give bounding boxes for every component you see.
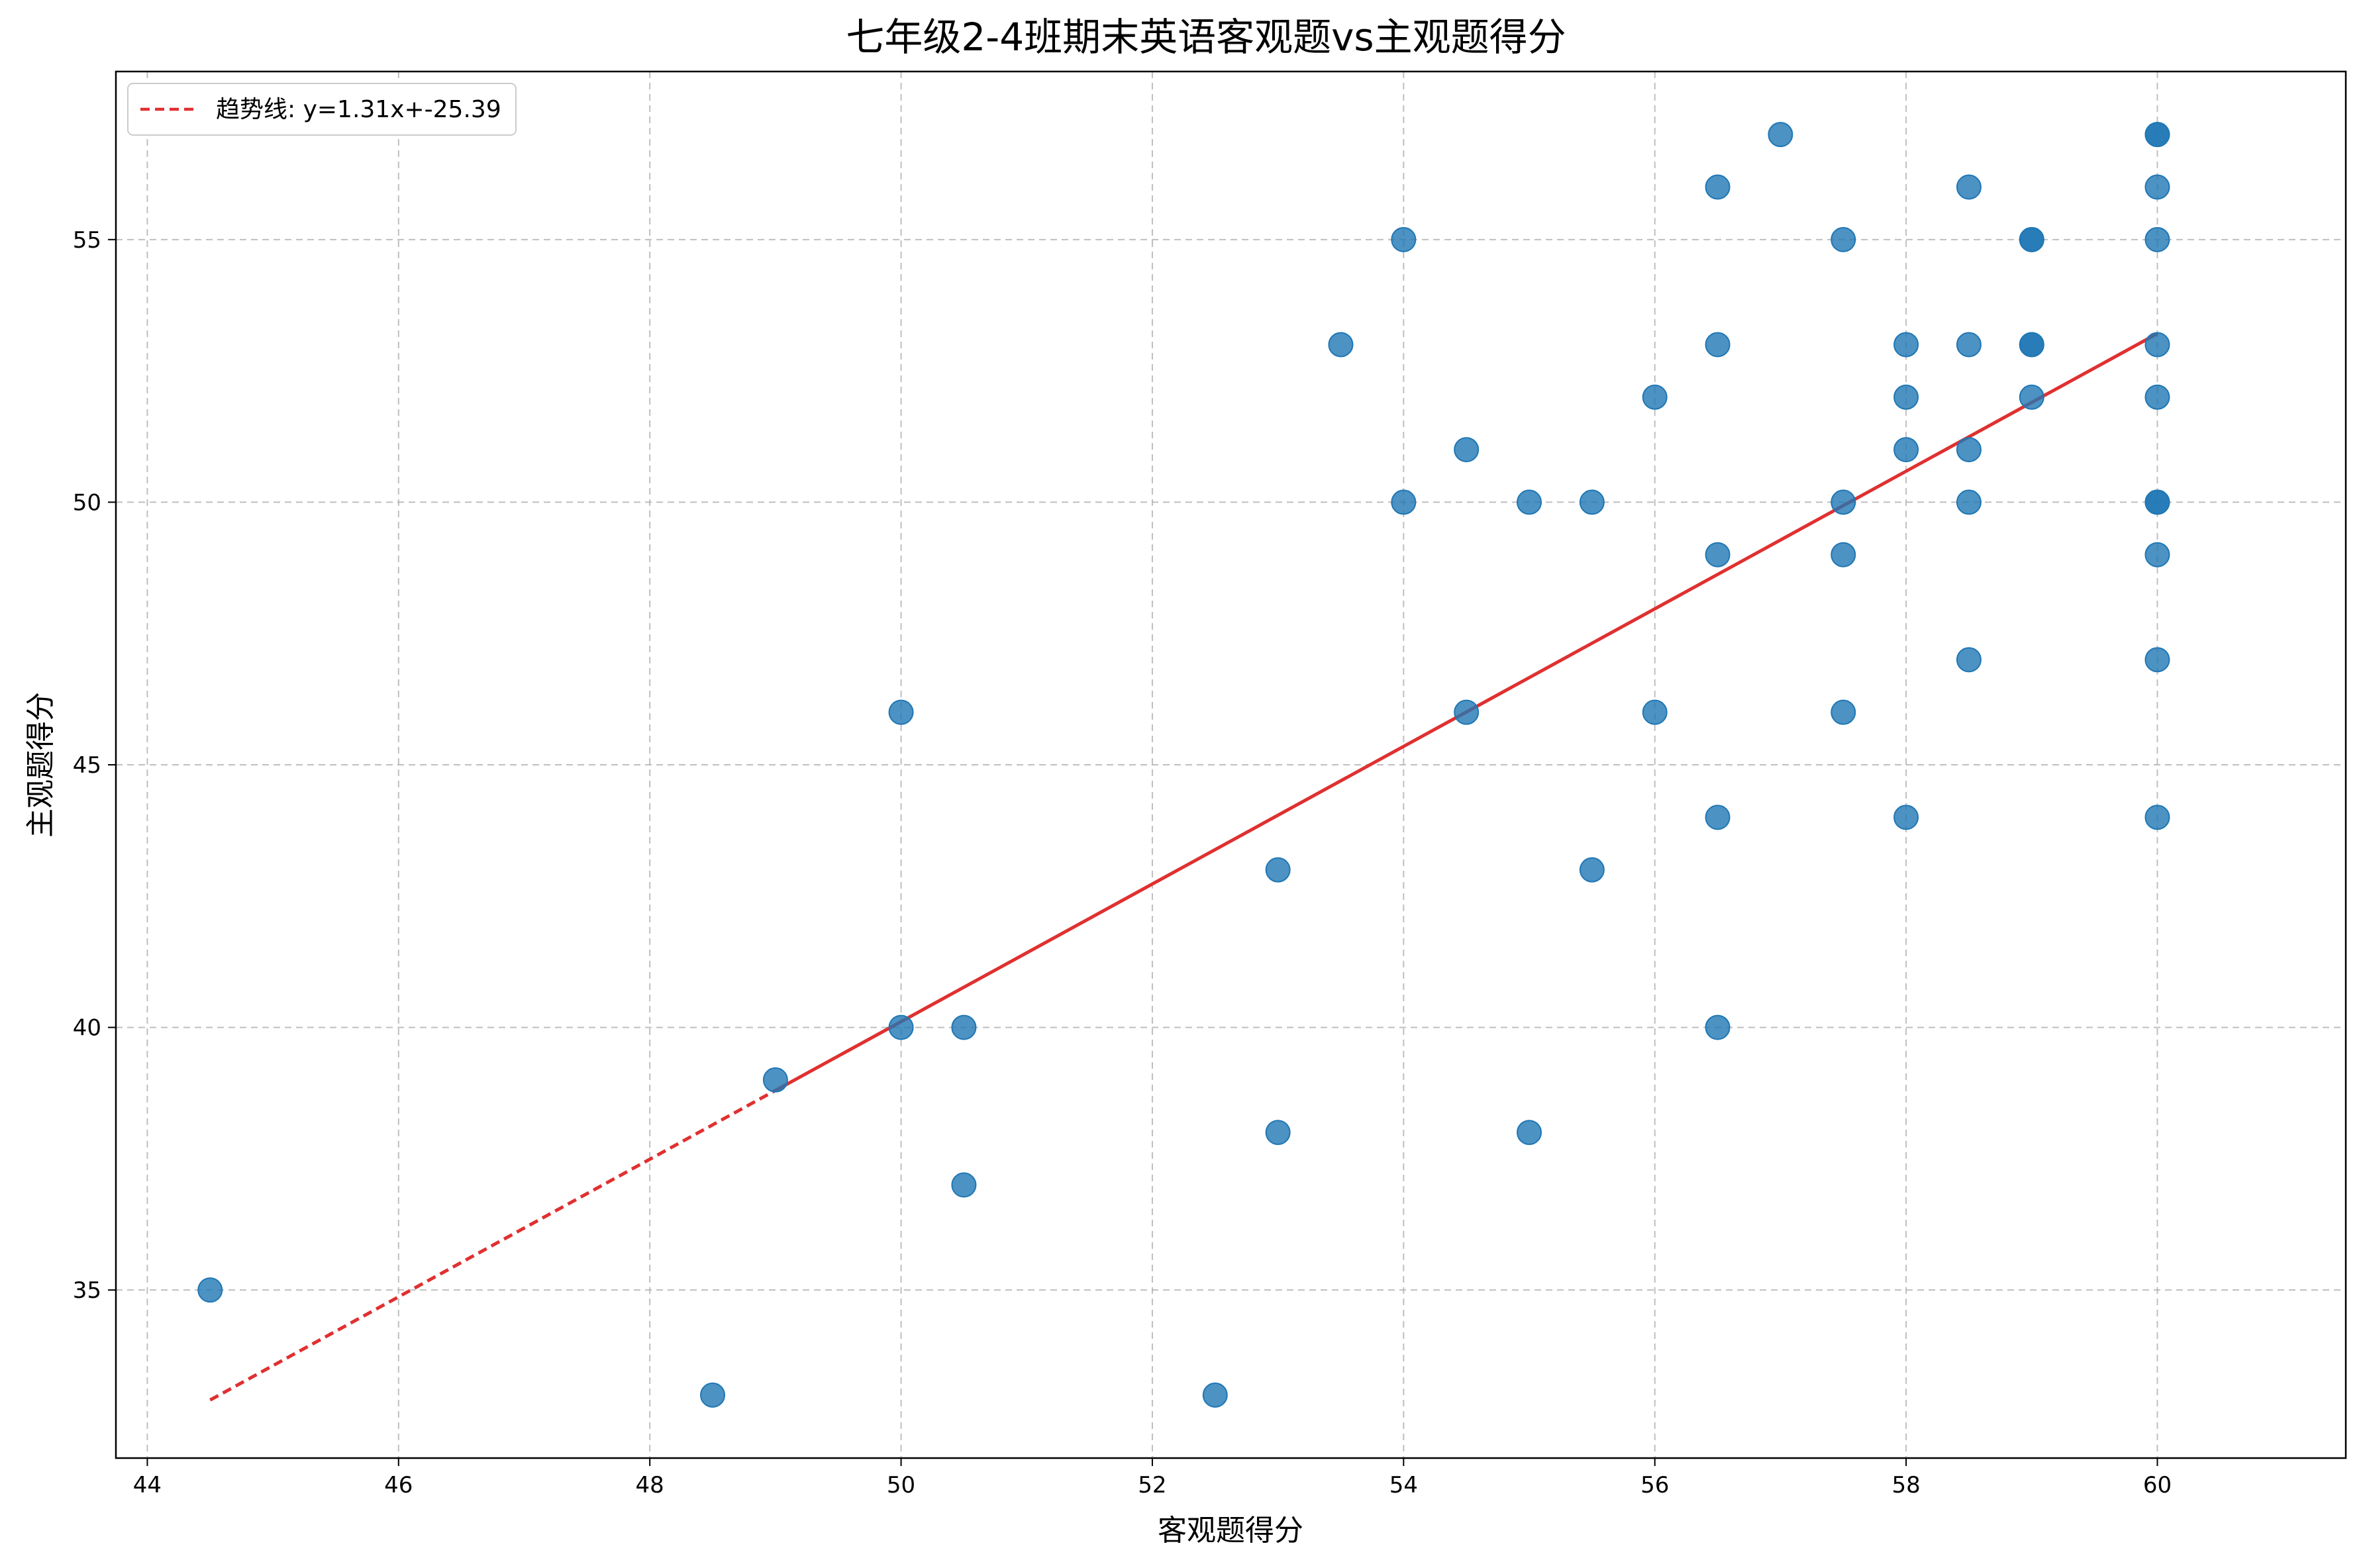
data-point [1391,226,1417,252]
data-point [1328,332,1354,358]
data-point [1391,489,1417,515]
data-point [951,1172,977,1198]
data-point [1202,1382,1228,1408]
legend: 趋势线: y=1.31x+-25.39 [127,83,517,136]
data-points [197,122,2170,1408]
x-axis-label: 客观题得分 [1158,1514,1303,1547]
data-point [2144,122,2170,148]
x-tick-label: 44 [133,1472,162,1498]
data-point [1831,226,1856,252]
data-point [1956,174,1982,200]
y-tick-label: 40 [73,1015,101,1042]
data-point [2144,489,2170,515]
data-point [1768,122,1793,148]
data-point [888,699,914,725]
data-point [1893,384,1919,410]
data-point [1956,332,1982,358]
data-point [1579,489,1605,515]
data-point [1705,174,1731,200]
data-point [1831,699,1856,725]
data-point [1454,699,1480,725]
data-point [1517,489,1542,515]
data-point [1705,542,1731,567]
y-tick-label: 45 [73,752,101,779]
data-point [1893,805,1919,830]
data-point [1642,699,1668,725]
data-point [2144,805,2170,830]
data-point [1956,489,1982,515]
data-point [2144,647,2170,673]
data-point [1705,1014,1731,1040]
data-point [762,1067,788,1093]
x-axis-ticks: 44 46 48 50 52 54 56 58 60 [133,1458,2172,1498]
legend-box [127,83,517,136]
data-point [1265,857,1291,883]
data-point [1705,805,1731,830]
data-point [1956,647,1982,673]
data-point [1642,384,1668,410]
x-tick-label: 46 [384,1472,413,1498]
data-point [2144,226,2170,252]
y-tick-label: 50 [73,489,101,516]
x-tick-label: 50 [887,1472,915,1498]
data-point [888,1014,914,1040]
data-point [1579,857,1605,883]
x-tick-label: 56 [1640,1472,1669,1498]
data-point [2144,384,2170,410]
data-point [1831,542,1856,567]
data-point [2019,332,2044,358]
y-axis-label: 主观题得分 [24,692,58,838]
y-tick-label: 55 [73,227,101,254]
data-point [1956,437,1982,463]
x-tick-label: 54 [1389,1472,1418,1498]
data-point [1454,437,1480,463]
data-point [2019,384,2044,410]
data-point [1705,332,1731,358]
data-point [2144,332,2170,358]
data-point [700,1382,726,1408]
x-tick-label: 60 [2143,1472,2172,1498]
x-tick-label: 58 [1891,1472,1920,1498]
x-tick-label: 48 [636,1472,664,1498]
x-tick-label: 52 [1138,1472,1166,1498]
data-point [2019,226,2044,252]
data-point [1893,437,1919,463]
trend-line-dashed [209,1089,777,1402]
data-point [1265,1120,1291,1146]
chart-title: 七年级2-4班期末英语客观题vs主观题得分 [846,15,1566,60]
legend-trend-label: 趋势线: y=1.31x+-25.39 [216,96,501,123]
data-point [2144,174,2170,200]
data-point [1831,489,1856,515]
y-axis-ticks: 35 40 45 50 55 [73,227,116,1304]
data-point [951,1014,977,1040]
data-point [1517,1120,1542,1146]
data-point [197,1277,223,1303]
y-tick-label: 35 [73,1277,101,1304]
data-point [2144,542,2170,567]
data-point [1893,332,1919,358]
